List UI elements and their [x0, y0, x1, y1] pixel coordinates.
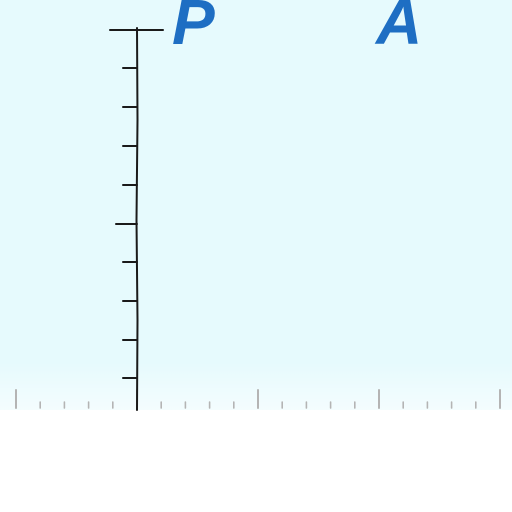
horizontal-ruler [15, 389, 501, 409]
blank-area [0, 410, 512, 512]
label-a: A [376, 0, 423, 58]
vertical-axis [109, 27, 164, 411]
axis-line [135, 27, 139, 411]
diagram-background [0, 0, 512, 410]
label-p: P [172, 0, 215, 58]
